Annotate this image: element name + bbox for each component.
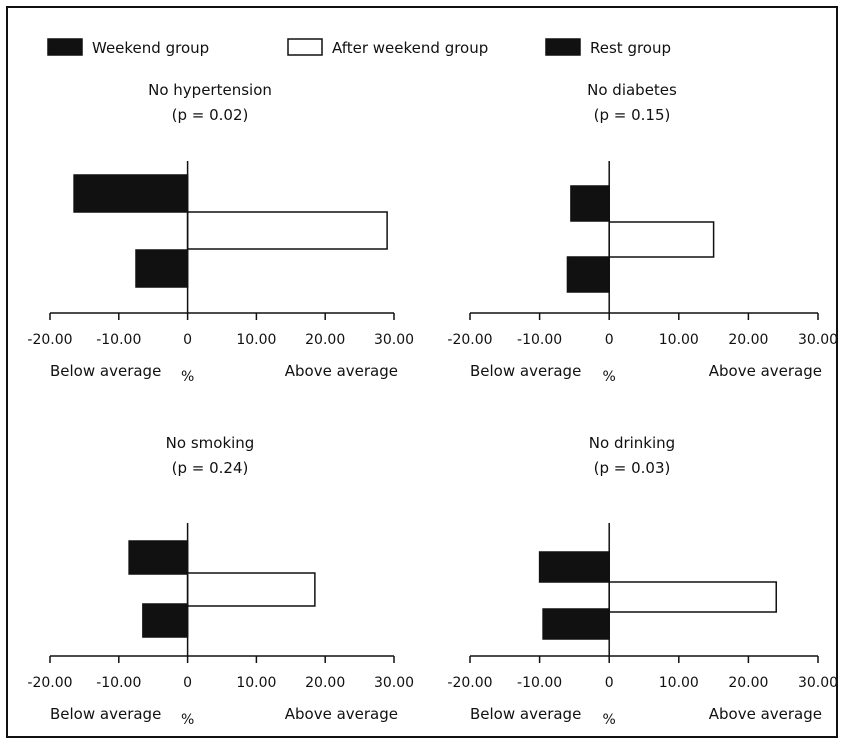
x-tick-label: -10.00	[96, 332, 141, 348]
bar	[538, 551, 610, 583]
x-tick-label: 10.00	[659, 675, 699, 691]
x-tick-label: 10.00	[236, 332, 276, 348]
legend-swatch	[47, 38, 83, 56]
x-tick-label: -20.00	[447, 675, 492, 691]
x-label-above-average: Above average	[285, 362, 398, 380]
x-tick-label: 20.00	[728, 675, 768, 691]
x-tick-label: 30.00	[374, 675, 414, 691]
x-tick-label: 30.00	[798, 675, 838, 691]
x-tick-label: -20.00	[27, 675, 72, 691]
x-tick-label: 20.00	[305, 332, 345, 348]
x-label-percent: %	[181, 712, 194, 728]
x-label-percent: %	[603, 712, 616, 728]
bar	[542, 608, 610, 640]
legend-swatch	[287, 38, 323, 56]
legend-item: Rest group	[545, 38, 671, 57]
legend-item: Weekend group	[47, 38, 209, 57]
legend-item: After weekend group	[287, 38, 488, 57]
x-label-below-average: Below average	[470, 705, 581, 723]
x-tick-label: -10.00	[517, 332, 562, 348]
chart-panel-3: No smoking (p = 0.24) -20.00 -10.00 0 10.00 20…	[27, 434, 414, 728]
x-label-below-average: Below average	[50, 705, 161, 723]
x-label-percent: %	[603, 369, 616, 385]
legend-swatch	[545, 38, 581, 56]
bar	[566, 256, 610, 293]
x-tick-label: -10.00	[96, 675, 141, 691]
chart-panel-2: No diabetes (p = 0.15) -20.00 -10.00 0 10.00 2…	[447, 81, 838, 385]
bar	[142, 603, 189, 638]
x-tick-label: 30.00	[798, 332, 838, 348]
x-tick-label: -10.00	[517, 675, 562, 691]
x-label-above-average: Above average	[709, 362, 822, 380]
bar	[73, 174, 189, 213]
legend-label: Rest group	[590, 39, 671, 57]
panel-subtitle: (p = 0.02)	[172, 106, 249, 124]
x-tick-label: 0	[183, 675, 192, 691]
x-tick-label: 0	[183, 332, 192, 348]
x-tick-label: 30.00	[374, 332, 414, 348]
x-tick-label: 10.00	[659, 332, 699, 348]
chart-canvas: Weekend group After weekend group Rest gro…	[27, 38, 838, 728]
x-tick-label: 10.00	[236, 675, 276, 691]
panel-subtitle: (p = 0.03)	[594, 459, 671, 477]
panel-subtitle: (p = 0.15)	[594, 106, 671, 124]
x-tick-label: 0	[605, 675, 614, 691]
x-tick-label: 20.00	[305, 675, 345, 691]
x-label-above-average: Above average	[709, 705, 822, 723]
x-tick-label: -20.00	[27, 332, 72, 348]
panel-subtitle: (p = 0.24)	[172, 459, 249, 477]
panel-title: No drinking	[589, 434, 675, 452]
x-tick-label: -20.00	[447, 332, 492, 348]
legend-label: After weekend group	[332, 39, 488, 57]
panel-title: No hypertension	[148, 81, 272, 99]
bar	[608, 581, 777, 613]
bar	[186, 211, 388, 250]
bar	[186, 572, 316, 607]
chart-panel-1: No hypertension (p = 0.02) -20.00 -10.00 0 10…	[27, 81, 414, 385]
panel-title: No diabetes	[587, 81, 677, 99]
x-label-above-average: Above average	[285, 705, 398, 723]
x-label-below-average: Below average	[50, 362, 161, 380]
bar	[128, 540, 189, 575]
bar	[135, 249, 189, 288]
legend: Weekend group After weekend group Rest gro…	[47, 38, 671, 57]
panel-title: No smoking	[166, 434, 255, 452]
x-label-percent: %	[181, 369, 194, 385]
legend-label: Weekend group	[92, 39, 209, 57]
figure-frame: Weekend group After weekend group Rest gro…	[6, 6, 838, 738]
bar	[570, 185, 610, 222]
x-label-below-average: Below average	[470, 362, 581, 380]
bar	[608, 221, 715, 258]
x-tick-label: 0	[605, 332, 614, 348]
x-tick-label: 20.00	[728, 332, 768, 348]
chart-panel-4: No drinking (p = 0.03) -20.00 -10.00 0 10.00 2…	[447, 434, 838, 728]
